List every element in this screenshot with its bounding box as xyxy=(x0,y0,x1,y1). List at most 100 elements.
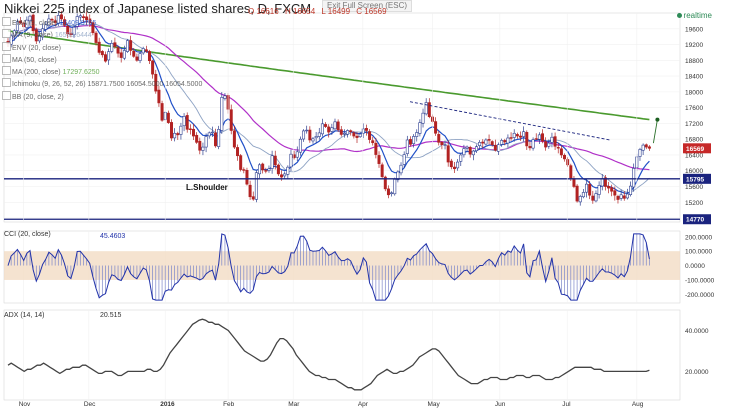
candle-body xyxy=(308,129,312,141)
candle-body xyxy=(217,129,221,147)
visibility-toggle-icon[interactable] xyxy=(2,53,11,63)
candle-body xyxy=(459,154,463,162)
candle-body xyxy=(434,121,438,134)
legend-label: Ichimoku (9, 26, 52, 26) xyxy=(12,81,86,89)
candle-body xyxy=(192,128,196,137)
candle-body xyxy=(613,190,617,196)
candle-body xyxy=(267,168,271,171)
x-tick-label: Jun xyxy=(495,401,506,408)
candle-body xyxy=(544,141,548,148)
candle-body xyxy=(182,116,186,127)
candle-body xyxy=(160,103,164,121)
adx-line xyxy=(7,318,650,391)
candle-body xyxy=(390,192,394,195)
candle-body xyxy=(232,130,236,148)
candle-body xyxy=(12,30,16,37)
candle-body xyxy=(440,141,444,146)
candle-body xyxy=(298,138,302,153)
candle-body xyxy=(525,132,529,147)
candle-body xyxy=(339,129,343,135)
visibility-toggle-icon[interactable] xyxy=(2,78,11,88)
candle-body xyxy=(289,153,293,168)
price-tick-label: 19600 xyxy=(685,26,703,33)
candle-body xyxy=(305,129,309,132)
price-tick-label: 18400 xyxy=(685,74,703,81)
candle-body xyxy=(610,187,614,192)
price-tick-label: 19200 xyxy=(685,42,703,49)
visibility-toggle-icon[interactable] xyxy=(2,66,11,76)
candle-body xyxy=(251,196,255,200)
candle-body xyxy=(449,160,453,168)
candle-body xyxy=(487,139,491,141)
candle-body xyxy=(625,193,629,199)
cci-tick-label: -200.0000 xyxy=(685,292,715,299)
legend-label: ENV (20, close) xyxy=(12,44,62,52)
candle-body xyxy=(223,95,227,99)
legend-row[interactable]: MA (200, close) 17297.6250 xyxy=(2,66,202,78)
trendline xyxy=(409,101,610,141)
candle-body xyxy=(66,25,70,35)
candle-body xyxy=(198,140,202,151)
candle-body xyxy=(374,142,378,155)
candle-body xyxy=(185,115,189,130)
price-tag-label: 16569 xyxy=(686,146,704,153)
candle-body xyxy=(261,163,265,171)
candle-body xyxy=(556,147,560,149)
candle-body xyxy=(427,102,431,118)
candle-body xyxy=(349,130,353,132)
candle-body xyxy=(157,89,161,104)
candle-body xyxy=(176,133,180,136)
visibility-toggle-icon[interactable] xyxy=(2,29,11,39)
candle-body xyxy=(600,178,604,187)
legend-row[interactable]: BB (20, close, 2) xyxy=(2,90,202,103)
candle-body xyxy=(597,185,601,195)
visibility-toggle-icon[interactable] xyxy=(2,90,11,100)
candle-body xyxy=(547,142,551,147)
exit-fullscreen-button[interactable]: Exit Full Screen (ESC) xyxy=(322,0,413,12)
x-tick-label: Feb xyxy=(223,401,235,408)
candle-body xyxy=(478,142,482,146)
candle-body xyxy=(236,147,240,157)
candle-body xyxy=(418,122,422,134)
visibility-toggle-icon[interactable] xyxy=(2,41,11,51)
legend-row[interactable]: Ichimoku (9, 26, 52, 26) 15871.7500 1605… xyxy=(2,78,202,90)
candle-body xyxy=(647,146,651,149)
candle-body xyxy=(644,144,648,148)
candle-body xyxy=(85,16,89,21)
close-value: C 16569 xyxy=(356,7,387,16)
candle-body xyxy=(405,139,409,154)
live-dot-icon xyxy=(676,13,682,18)
candle-body xyxy=(245,170,249,185)
candle-body xyxy=(116,47,120,54)
candle-body xyxy=(15,21,19,31)
candle-body xyxy=(50,18,54,21)
candle-body xyxy=(113,42,117,47)
candle-body xyxy=(377,155,381,164)
candle-body xyxy=(541,133,545,142)
candle-body xyxy=(125,40,129,52)
candle-body xyxy=(28,15,32,22)
legend-row[interactable]: MA (50, close) xyxy=(2,53,202,66)
candle-body xyxy=(569,165,573,179)
candle-body xyxy=(103,54,107,62)
candle-body xyxy=(141,48,145,54)
candle-body xyxy=(53,20,57,23)
candle-body xyxy=(474,146,478,152)
open-value: O 16616 xyxy=(248,7,279,16)
visibility-toggle-icon[interactable] xyxy=(2,17,11,26)
candle-body xyxy=(396,171,400,181)
projection-arrow xyxy=(652,119,658,144)
candle-body xyxy=(170,122,173,139)
candle-body xyxy=(534,138,538,140)
legend-row[interactable]: ENV (20, close) xyxy=(2,41,202,54)
legend-row[interactable]: MA (9, close) 16580.6444 xyxy=(2,29,202,41)
legend-row[interactable]: EMA (9, close) 16409.9765 xyxy=(2,17,202,29)
candle-body xyxy=(195,134,199,143)
candle-body xyxy=(295,151,299,158)
price-tick-label: 17200 xyxy=(685,121,703,128)
candle-body xyxy=(412,136,416,144)
x-tick-label: Mar xyxy=(288,401,300,408)
candle-body xyxy=(34,29,38,42)
candle-body xyxy=(324,124,328,127)
candle-body xyxy=(41,28,45,38)
